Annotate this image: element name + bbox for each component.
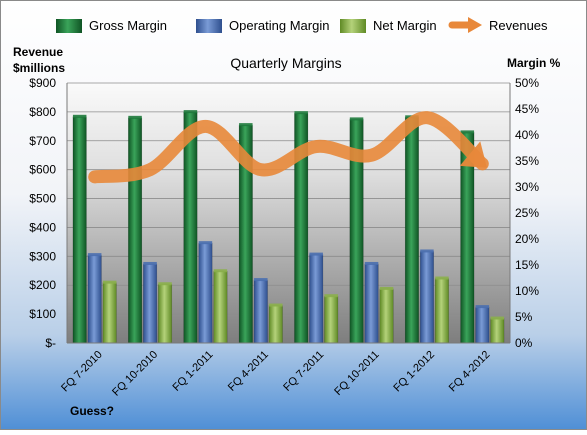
legend-label-net-margin: Net Margin bbox=[373, 18, 437, 33]
bar-series-group bbox=[72, 110, 505, 344]
right-tick-label: 45% bbox=[515, 102, 539, 116]
legend-label-revenues: Revenues bbox=[489, 18, 548, 33]
bar-top-net-margin bbox=[324, 294, 338, 298]
bar-net-margin bbox=[379, 288, 394, 344]
bar-top-operating-margin bbox=[420, 249, 434, 253]
bar-net-margin bbox=[434, 278, 449, 344]
bar-gross-margin bbox=[72, 116, 87, 344]
right-axis-label: Margin % bbox=[507, 56, 561, 70]
bar-operating-margin bbox=[143, 263, 158, 344]
bar-top-operating-margin bbox=[475, 305, 490, 309]
legend-swatch-operating-margin bbox=[196, 19, 222, 33]
bar-top-net-margin bbox=[435, 276, 449, 280]
bar-net-margin bbox=[490, 318, 505, 344]
right-tick-label: 15% bbox=[515, 258, 539, 272]
bar-top-gross-margin bbox=[72, 114, 87, 118]
bar-operating-margin bbox=[364, 263, 379, 344]
left-tick-label: $700 bbox=[29, 134, 56, 148]
right-tick-label: 5% bbox=[515, 310, 533, 324]
bar-top-gross-margin bbox=[349, 117, 364, 121]
right-tick-label: 10% bbox=[515, 284, 539, 298]
bar-top-gross-margin bbox=[128, 115, 142, 119]
left-tick-label: $600 bbox=[29, 163, 56, 177]
bar-top-operating-margin bbox=[143, 261, 157, 265]
right-tick-label: 40% bbox=[515, 128, 539, 142]
bar-operating-margin bbox=[198, 242, 213, 344]
left-tick-label: $200 bbox=[29, 278, 56, 292]
bar-operating-margin bbox=[309, 254, 324, 344]
right-tick-label: 0% bbox=[515, 336, 533, 350]
left-tick-label: $500 bbox=[29, 192, 56, 206]
bar-top-gross-margin bbox=[294, 111, 308, 115]
left-tick-label: $100 bbox=[29, 307, 56, 321]
legend-item-revenues: Revenues bbox=[448, 17, 548, 33]
legend-item-gross-margin: Gross Margin bbox=[56, 18, 167, 33]
revenue-line-group bbox=[88, 111, 489, 184]
bar-net-margin bbox=[158, 283, 173, 344]
bar-top-operating-margin bbox=[364, 261, 379, 265]
footnote: Guess? bbox=[70, 404, 114, 418]
revenue-arrowhead bbox=[459, 141, 487, 168]
bar-top-net-margin bbox=[490, 316, 505, 320]
bar-net-margin bbox=[268, 305, 283, 344]
legend: Gross Margin Operating Margin Net Margin… bbox=[56, 17, 548, 33]
right-tick-label: 50% bbox=[515, 76, 539, 90]
left-tick-label: $800 bbox=[29, 105, 56, 119]
bar-operating-margin bbox=[475, 306, 490, 344]
right-tick-label: 30% bbox=[515, 180, 539, 194]
left-tick-label: $- bbox=[45, 336, 56, 350]
bar-top-gross-margin bbox=[239, 123, 253, 127]
right-tick-label: 25% bbox=[515, 206, 539, 220]
bar-net-margin bbox=[324, 295, 339, 344]
bar-net-margin bbox=[102, 282, 117, 344]
bar-top-net-margin bbox=[379, 286, 394, 290]
bar-top-net-margin bbox=[102, 280, 117, 284]
left-axis-label-line1: Revenue bbox=[13, 45, 63, 59]
bar-top-net-margin bbox=[269, 303, 283, 307]
revenue-line bbox=[88, 111, 489, 184]
legend-swatch-gross-margin bbox=[56, 19, 82, 33]
left-tick-label: $300 bbox=[29, 249, 56, 263]
bar-top-operating-margin bbox=[198, 241, 213, 245]
bar-operating-margin bbox=[253, 279, 268, 344]
legend-swatch-net-margin bbox=[340, 19, 366, 33]
bar-gross-margin bbox=[128, 117, 143, 344]
right-tick-label: 20% bbox=[515, 232, 539, 246]
right-tick-label: 35% bbox=[515, 154, 539, 168]
legend-item-operating-margin: Operating Margin bbox=[196, 18, 329, 33]
bar-top-gross-margin bbox=[460, 130, 475, 134]
bar-gross-margin bbox=[404, 117, 419, 344]
bar-top-operating-margin bbox=[309, 252, 323, 256]
bar-top-net-margin bbox=[158, 282, 172, 286]
bar-top-net-margin bbox=[213, 269, 228, 273]
legend-item-net-margin: Net Margin bbox=[340, 18, 437, 33]
left-tick-label: $900 bbox=[29, 76, 56, 90]
chart-title: Quarterly Margins bbox=[230, 55, 341, 71]
bar-operating-margin bbox=[419, 251, 434, 344]
legend-label-operating-margin: Operating Margin bbox=[229, 18, 329, 33]
legend-arrow-icon bbox=[468, 17, 482, 33]
bar-top-operating-margin bbox=[87, 253, 102, 257]
bar-operating-margin bbox=[87, 254, 102, 344]
bar-top-gross-margin bbox=[183, 110, 198, 114]
left-tick-label: $400 bbox=[29, 220, 56, 234]
left-axis-label-line2: $millions bbox=[13, 61, 65, 75]
bar-gross-margin bbox=[183, 111, 198, 344]
bar-top-operating-margin bbox=[254, 278, 268, 282]
bar-net-margin bbox=[213, 270, 228, 344]
legend-label-gross-margin: Gross Margin bbox=[89, 18, 167, 33]
